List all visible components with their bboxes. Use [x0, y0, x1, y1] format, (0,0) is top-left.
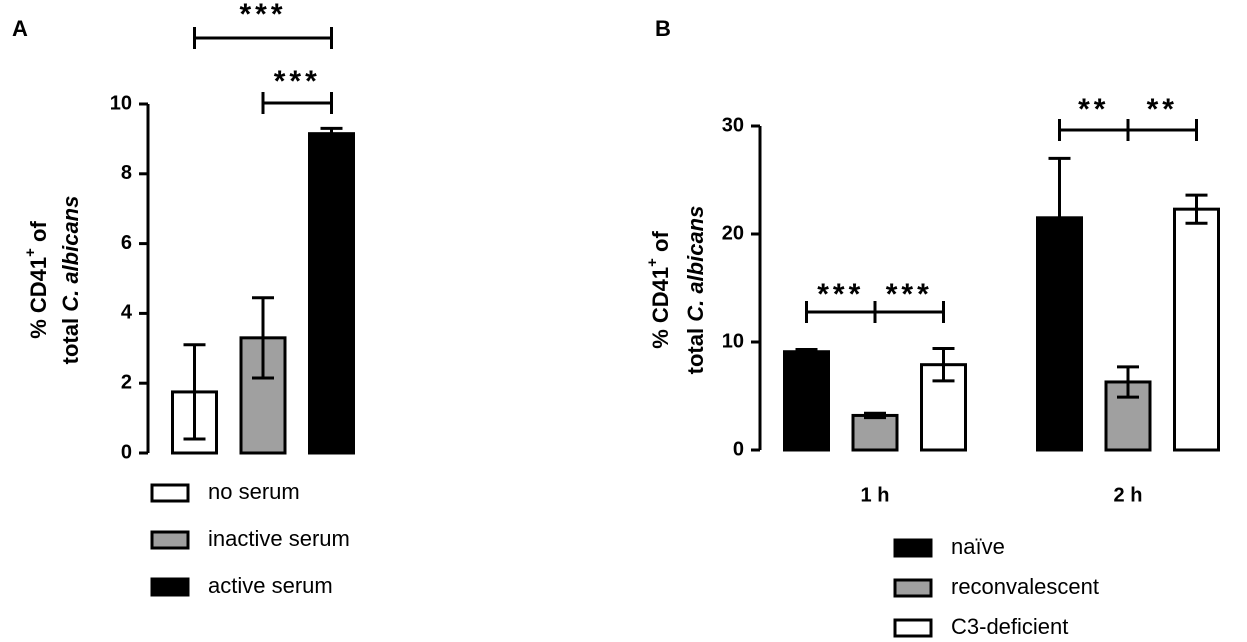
x-tick-label: 2 h — [1114, 484, 1143, 506]
y-axis-label-sup: + — [644, 258, 661, 267]
legend-label: active serum — [208, 573, 333, 598]
legend-swatch — [150, 530, 190, 550]
panel-label: B — [655, 16, 671, 41]
y-axis-label: total C. albicans — [683, 206, 708, 375]
y-axis-label-part: % CD41 — [648, 267, 673, 349]
y-axis-label-part: total — [683, 322, 708, 375]
panel-label: A — [12, 16, 28, 41]
legend-label: no serum — [208, 479, 300, 504]
y-axis-label-sup: + — [22, 248, 39, 257]
legend-swatch — [150, 483, 190, 503]
y-axis-label-part: of — [26, 221, 51, 249]
bar — [1173, 207, 1220, 452]
y-axis-label-part: of — [648, 231, 673, 259]
significance: *** — [239, 0, 286, 31]
y-tick-label: 8 — [121, 162, 132, 184]
legend-label: C3-deficient — [951, 614, 1068, 639]
y-tick-label: 10 — [722, 330, 744, 352]
significance: *** — [817, 278, 864, 311]
y-tick-label: 30 — [722, 114, 744, 136]
x-tick-label: 1 h — [861, 484, 890, 506]
y-axis-label: % CD41+ of — [22, 221, 50, 339]
y-tick-label: 6 — [121, 232, 132, 254]
significance: *** — [886, 278, 933, 311]
y-axis-label: % CD41+ of — [644, 231, 672, 349]
legend-swatch — [893, 538, 933, 558]
y-axis-label-italic: C. albicans — [58, 196, 83, 312]
significance: ** — [1078, 93, 1109, 126]
bar — [308, 132, 355, 455]
y-tick-label: 0 — [733, 438, 744, 460]
legend-swatch — [893, 578, 933, 598]
y-axis-label-italic: C. albicans — [683, 206, 708, 322]
legend-swatch — [893, 618, 933, 638]
legend-label: naïve — [951, 534, 1005, 559]
y-tick-label: 0 — [121, 441, 132, 463]
significance: *** — [274, 65, 321, 98]
legend-label: inactive serum — [208, 526, 350, 551]
y-axis-label-part: % CD41 — [26, 257, 51, 339]
legend-swatch — [150, 577, 190, 597]
y-tick-label: 20 — [722, 222, 744, 244]
bar — [783, 350, 830, 452]
bar — [851, 413, 899, 452]
y-tick-label: 10 — [110, 92, 132, 114]
legend-label: reconvalescent — [951, 574, 1099, 599]
y-tick-label: 4 — [121, 302, 133, 324]
bar — [1036, 216, 1083, 452]
significance: ** — [1147, 93, 1178, 126]
y-axis-label-part: total — [58, 312, 83, 365]
y-tick-label: 2 — [121, 371, 132, 393]
y-axis-label: total C. albicans — [58, 196, 83, 365]
